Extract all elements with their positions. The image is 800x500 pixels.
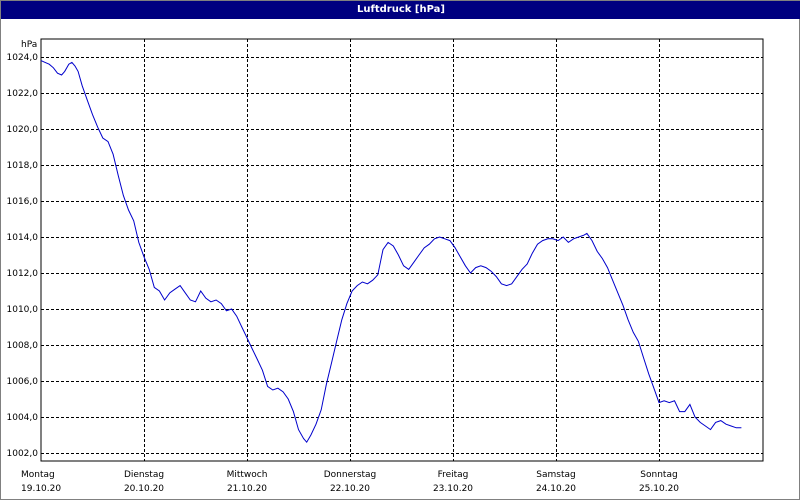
x-tick-label-day: Donnerstag	[324, 470, 377, 480]
x-tick-label-date: 24.10.20	[536, 484, 576, 494]
x-tick-label-date: 22.10.20	[330, 484, 370, 494]
x-axis-ticks: Montag 19.10.20 Dienstag 20.10.20 Mittwoch 21…	[21, 470, 679, 494]
x-tick-label-day: Sonntag	[640, 470, 677, 480]
x-tick-label-date: 19.10.20	[21, 484, 61, 494]
chart-title: Luftdruck [hPa]	[1, 1, 800, 19]
y-axis-ticks: 1002,0 1004,0 1006,0 1008,0 1010,0 1012,0 1014…	[7, 53, 39, 459]
x-tick-label-date: 25.10.20	[639, 484, 679, 494]
x-tick-label-day: Montag	[21, 470, 55, 480]
y-tick-label: 1022,0	[7, 89, 39, 99]
y-tick-label: 1018,0	[7, 161, 39, 171]
plot-frame	[40, 38, 764, 462]
x-tick-label-day: Freitag	[438, 470, 469, 480]
y-tick-label: 1024,0	[7, 53, 39, 63]
y-tick-label: 1020,0	[7, 125, 39, 135]
y-axis-label: hPa	[21, 40, 37, 50]
x-tick-label-date: 21.10.20	[227, 484, 267, 494]
y-tick-label: 1012,0	[7, 269, 39, 279]
y-tick-label: 1010,0	[7, 305, 39, 315]
x-tick-label-day: Mittwoch	[227, 470, 268, 480]
grid-layer	[41, 39, 763, 461]
y-tick-label: 1014,0	[7, 233, 39, 243]
y-tick-label: 1004,0	[7, 413, 39, 423]
x-tick-label-day: Dienstag	[124, 470, 164, 480]
y-tick-label: 1002,0	[7, 449, 39, 459]
y-tick-label: 1016,0	[7, 197, 39, 207]
x-tick-label-date: 23.10.20	[433, 484, 473, 494]
y-tick-label: 1006,0	[7, 377, 39, 387]
y-tick-label: 1008,0	[7, 341, 39, 351]
series-line-luftdruck	[40, 60, 742, 444]
pressure-chart: 1002,0 1004,0 1006,0 1008,0 1010,0 1012,0 1014…	[7, 38, 764, 494]
x-tick-label-date: 20.10.20	[124, 484, 164, 494]
x-tick-label-day: Samstag	[536, 470, 575, 480]
